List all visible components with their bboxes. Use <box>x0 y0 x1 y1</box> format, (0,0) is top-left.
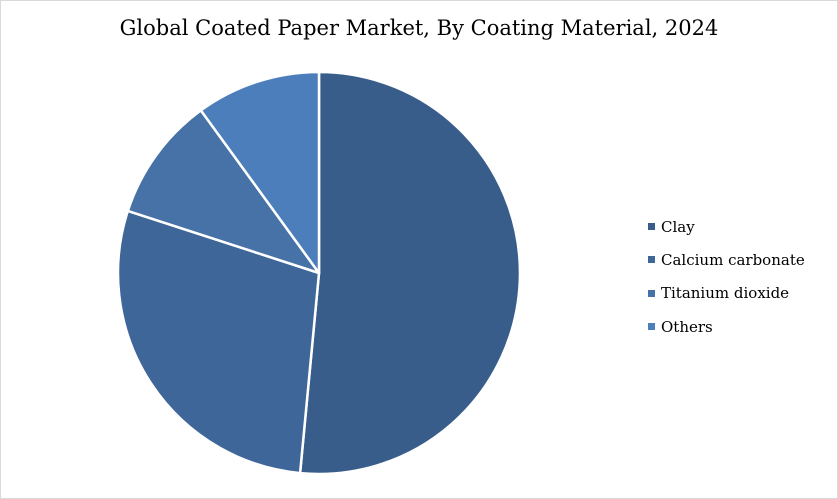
legend-swatch <box>648 323 655 331</box>
legend-swatch <box>648 289 655 297</box>
pie-slice-titanium-dioxide <box>126 109 321 275</box>
legend-swatch <box>648 256 655 264</box>
pie-slice-clay <box>298 70 522 476</box>
legend-item-others: Others <box>648 310 805 343</box>
legend-label: Clay <box>661 217 695 236</box>
chart-title: Global Coated Paper Market, By Coating M… <box>119 16 719 40</box>
legend-item-calcium-carbonate: Calcium carbonate <box>648 243 805 276</box>
legend-label: Titanium dioxide <box>661 284 790 303</box>
legend-label: Calcium carbonate <box>661 250 805 269</box>
pie-slice-calcium-carbonate <box>116 209 321 475</box>
legend-item-titanium-dioxide: Titanium dioxide <box>648 277 805 310</box>
legend-item-clay: Clay <box>648 210 805 243</box>
legend-label: Others <box>661 317 713 336</box>
legend-swatch <box>648 223 655 231</box>
legend: Clay Calcium carbonate Titanium dioxide Oth… <box>648 210 805 343</box>
pie-slice-others <box>199 70 321 275</box>
